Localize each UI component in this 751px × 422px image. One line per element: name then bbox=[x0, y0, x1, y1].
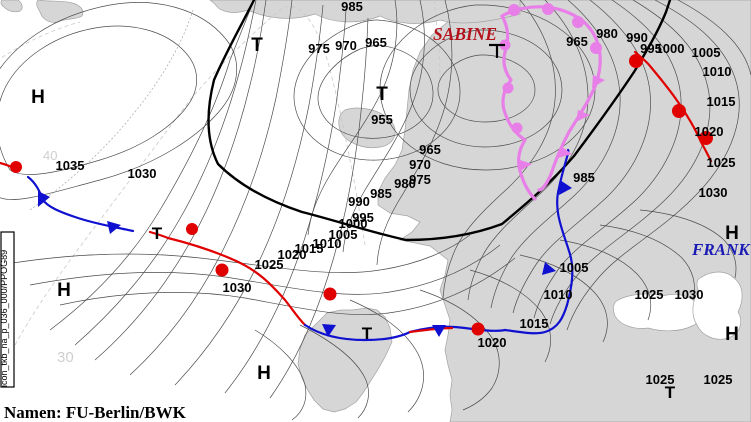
svg-text:990: 990 bbox=[348, 194, 370, 209]
svg-text:T: T bbox=[152, 224, 163, 243]
svg-text:30: 30 bbox=[57, 349, 74, 366]
svg-text:Namen: FU-Berlin/BWK: Namen: FU-Berlin/BWK bbox=[4, 403, 187, 422]
svg-text:1035: 1035 bbox=[56, 158, 85, 173]
svg-text:975: 975 bbox=[308, 41, 330, 56]
svg-text:T: T bbox=[376, 84, 388, 105]
svg-text:970: 970 bbox=[335, 38, 357, 53]
svg-text:1030: 1030 bbox=[675, 287, 704, 302]
svg-text:1030: 1030 bbox=[128, 166, 157, 181]
svg-text:1025: 1025 bbox=[646, 372, 675, 387]
svg-text:FRANK: FRANK bbox=[691, 240, 751, 259]
svg-text:1025: 1025 bbox=[255, 257, 284, 272]
svg-text:1025: 1025 bbox=[704, 372, 733, 387]
svg-text:985: 985 bbox=[573, 170, 595, 185]
svg-text:965: 965 bbox=[566, 34, 588, 49]
svg-text:1005: 1005 bbox=[560, 260, 589, 275]
svg-text:980: 980 bbox=[596, 26, 618, 41]
svg-text:1025: 1025 bbox=[707, 155, 736, 170]
svg-text:H: H bbox=[31, 87, 45, 108]
svg-text:icon_tkb_na_p_036_000/PPOG89: icon_tkb_na_p_036_000/PPOG89 bbox=[0, 250, 9, 387]
svg-text:1030: 1030 bbox=[699, 185, 728, 200]
svg-text:1000: 1000 bbox=[656, 41, 685, 56]
svg-text:985: 985 bbox=[341, 0, 363, 14]
svg-text:980: 980 bbox=[394, 176, 416, 191]
svg-text:970: 970 bbox=[409, 157, 431, 172]
svg-text:1025: 1025 bbox=[635, 287, 664, 302]
svg-text:1010: 1010 bbox=[703, 64, 732, 79]
svg-text:965: 965 bbox=[365, 35, 387, 50]
svg-text:SABINE: SABINE bbox=[433, 24, 497, 44]
svg-text:1030: 1030 bbox=[223, 280, 252, 295]
svg-text:1015: 1015 bbox=[707, 94, 736, 109]
svg-text:1020: 1020 bbox=[478, 335, 507, 350]
svg-text:955: 955 bbox=[371, 112, 393, 127]
svg-text:H: H bbox=[725, 324, 739, 345]
svg-text:H: H bbox=[57, 280, 71, 301]
svg-text:985: 985 bbox=[370, 186, 392, 201]
svg-text:1010: 1010 bbox=[544, 287, 573, 302]
svg-text:965: 965 bbox=[419, 142, 441, 157]
svg-text:1015: 1015 bbox=[520, 316, 549, 331]
svg-text:H: H bbox=[257, 363, 271, 384]
svg-text:T: T bbox=[251, 35, 263, 56]
svg-text:1005: 1005 bbox=[692, 45, 721, 60]
svg-text:1020: 1020 bbox=[695, 124, 724, 139]
svg-text:T: T bbox=[362, 324, 373, 343]
